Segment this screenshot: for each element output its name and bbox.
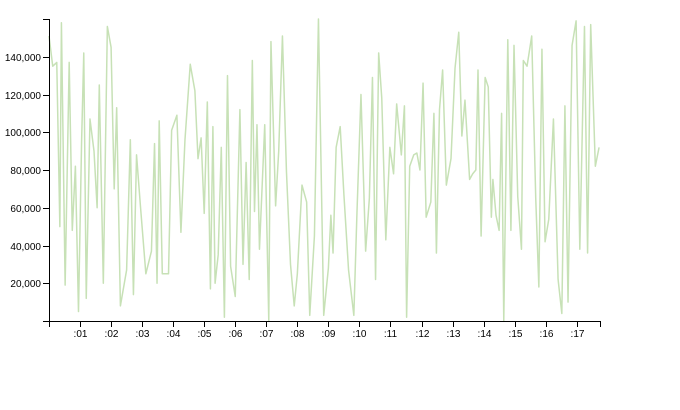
x-tick-label: :14 <box>478 329 492 340</box>
x-tick-label: :01 <box>74 329 88 340</box>
y-axis: 20,000 40,000 60,000 80,000 100,000 120,000 14… <box>5 19 50 322</box>
x-tick-label: :05 <box>198 329 212 340</box>
x-tick-label: :17 <box>571 329 585 340</box>
x-tick-label: :08 <box>291 329 305 340</box>
y-axis-line <box>43 19 50 322</box>
x-tick-label: :12 <box>416 329 430 340</box>
x-tick-label: :02 <box>105 329 119 340</box>
x-tick-label: :09 <box>322 329 336 340</box>
y-tick-label: 120,000 <box>5 91 42 102</box>
x-tick-label: :07 <box>260 329 274 340</box>
x-tick-label: :15 <box>509 329 523 340</box>
y-tick-label: 100,000 <box>5 128 42 139</box>
y-tick-label: 140,000 <box>5 53 42 64</box>
x-axis: :01 :02 :03 :04 :05 :06 :07 :08 :09 :10 :11 :12 :13:… <box>49 321 601 340</box>
y-tick-label: 80,000 <box>10 166 41 177</box>
x-tick-label: :11 <box>384 329 398 340</box>
y-tick-label: 40,000 <box>10 242 41 253</box>
x-axis-line <box>49 321 601 327</box>
x-tick-label: :03 <box>136 329 150 340</box>
x-tick-label: :06 <box>229 329 243 340</box>
y-tick-label: 60,000 <box>10 204 41 215</box>
y-tick-label: 20,000 <box>10 279 41 290</box>
x-tick-label: :13 <box>447 329 461 340</box>
x-tick-label: :16 <box>540 329 554 340</box>
x-tick-label: :10 <box>353 329 367 340</box>
x-tick-label: :04 <box>167 329 181 340</box>
series-line-1 <box>48 18 600 322</box>
plot-area <box>48 18 600 322</box>
